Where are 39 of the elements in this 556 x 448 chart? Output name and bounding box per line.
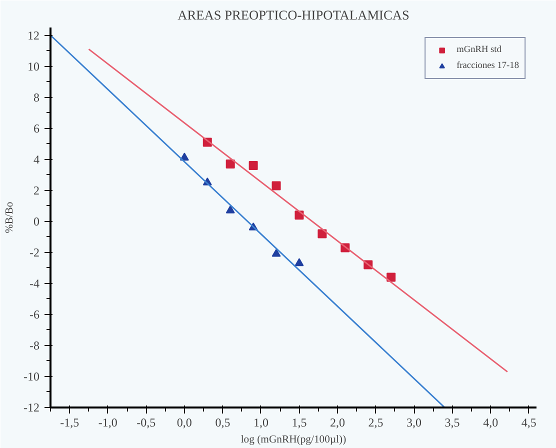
y-tick-label: 2	[34, 183, 40, 198]
y-tick-label: 8	[34, 90, 40, 104]
y-tick-label: -12	[24, 400, 40, 414]
y-tick-label: -4	[30, 276, 40, 290]
legend-label: mGnRH std	[456, 44, 502, 56]
x-tick-label: 3,5	[444, 416, 460, 430]
point	[272, 248, 281, 257]
x-tick-label: -1,5	[60, 416, 80, 430]
y-tick-label: 4	[34, 152, 40, 166]
x-tick-label: 4,5	[521, 416, 536, 430]
y-axis-title: %B/Bo	[4, 202, 16, 234]
point	[294, 258, 304, 266]
x-tick-label: -1,0	[98, 416, 118, 430]
chart-title: AREAS PREOPTICO-HIPOTALAMICAS	[178, 8, 410, 22]
x-tick-label: 3,0	[406, 416, 422, 430]
y-tick-label: 12	[28, 28, 40, 42]
point	[386, 272, 396, 282]
legend-label: fracciones 17-18	[456, 60, 519, 72]
x-axis-title: log (mGnRH(pg/100µl))	[240, 434, 347, 446]
point	[226, 205, 235, 214]
y-tick-label: -8	[30, 338, 40, 352]
y-tick-label: -10	[24, 369, 40, 384]
point	[318, 229, 327, 238]
point	[272, 181, 281, 190]
point	[248, 161, 258, 170]
y-tick-label: -6	[30, 307, 40, 322]
y-tick-label: 6	[34, 121, 40, 136]
x-tick-label: 4,0	[483, 416, 498, 430]
x-tick-label: 1,5	[292, 416, 307, 430]
y-tick-label: -2	[30, 245, 40, 260]
point	[226, 159, 235, 168]
y-tick-label: 0	[34, 214, 40, 228]
x-tick-label: 2,5	[368, 416, 384, 430]
x-tick-label: 1,0	[253, 416, 268, 430]
x-tick-label: -0,5	[136, 416, 156, 430]
x-tick-label: 0,5	[215, 416, 230, 430]
y-tick-label: 10	[28, 59, 40, 74]
x-tick-label: 0,0	[176, 416, 192, 430]
x-tick-label: 2,0	[330, 416, 346, 430]
